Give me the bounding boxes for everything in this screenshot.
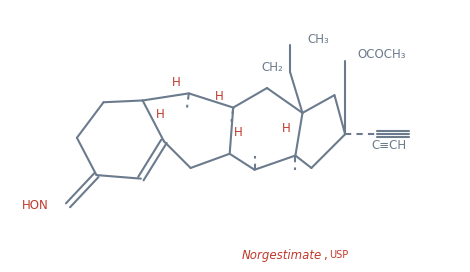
Text: H: H — [215, 90, 223, 103]
Text: H: H — [172, 76, 181, 89]
Text: CH₃: CH₃ — [308, 33, 329, 45]
Text: ,: , — [323, 249, 327, 261]
Text: USP: USP — [329, 250, 348, 260]
Text: CH₂: CH₂ — [261, 61, 283, 74]
Text: HON: HON — [22, 199, 48, 212]
Text: H: H — [156, 108, 165, 121]
Text: OCOCH₃: OCOCH₃ — [358, 48, 406, 61]
Text: H: H — [234, 126, 243, 139]
Text: H: H — [282, 122, 291, 135]
Text: C≡CH: C≡CH — [372, 139, 407, 152]
Text: Norgestimate: Norgestimate — [242, 249, 322, 261]
